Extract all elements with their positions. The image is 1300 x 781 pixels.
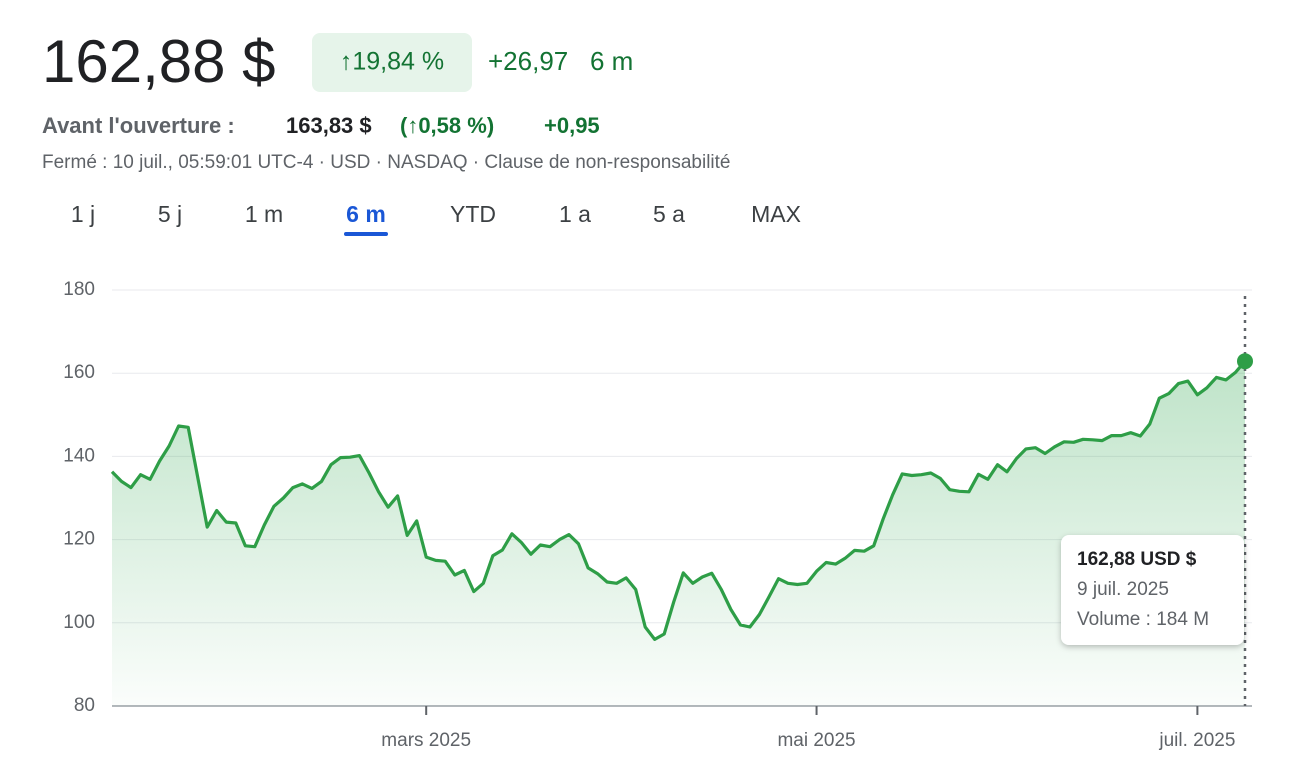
y-tick-label: 160: [63, 362, 95, 383]
tooltip-volume: Volume : 184 M: [1077, 609, 1209, 630]
price: 162,88 $: [42, 28, 276, 95]
tooltip-box: [1061, 535, 1244, 645]
tooltip-date: 9 juil. 2025: [1077, 579, 1169, 600]
premarket-pct: (↑0,58 %): [400, 113, 494, 138]
premarket-label: Avant l'ouverture :: [42, 113, 235, 138]
premarket-price: 163,83 $: [286, 113, 372, 138]
x-tick-label: mars 2025: [381, 730, 471, 751]
change-pct: ↑19,84 %: [340, 48, 444, 76]
change: +26,97: [488, 46, 568, 76]
y-tick-label: 80: [74, 695, 95, 716]
price-line: [110, 360, 1247, 641]
y-tick-label: 100: [63, 612, 95, 633]
tab[interactable]: 5 a: [653, 201, 685, 227]
area: [112, 361, 1245, 706]
tab[interactable]: 1 a: [559, 201, 591, 227]
change-badge: [312, 33, 472, 92]
tab[interactable]: 5 j: [158, 201, 182, 227]
x-tick-label: juil. 2025: [1158, 730, 1235, 751]
y-tick-label: 180: [63, 279, 95, 300]
chart: 80 100 120 140 160 180 mars 2025 mai 2025 juil. …: [63, 279, 1253, 751]
end-point: [1237, 353, 1253, 370]
status: Fermé : 10 juil., 05:59:01 UTC-4 · USD ·…: [42, 152, 731, 173]
premarket-change: +0,95: [544, 113, 600, 138]
y-tick-label: 140: [63, 445, 95, 466]
tooltip-price: 162,88 USD $: [1077, 549, 1197, 570]
period: 6 m: [590, 46, 633, 76]
tab[interactable]: 1 m: [245, 201, 283, 227]
tab[interactable]: MAX: [751, 201, 801, 227]
x-tick-label: mai 2025: [777, 730, 855, 751]
tabs: 1 j 5 j 1 m 6 m YTD 1 a 5 a MAX: [71, 201, 801, 236]
tab[interactable]: 6 m: [346, 201, 386, 227]
tab[interactable]: 1 j: [71, 201, 95, 227]
tab-underline: [344, 232, 388, 236]
y-tick-label: 120: [63, 529, 95, 550]
tab[interactable]: YTD: [450, 201, 496, 227]
tooltip: 162,88 USD $ 9 juil. 2025 Volume : 184 M: [1061, 535, 1244, 645]
